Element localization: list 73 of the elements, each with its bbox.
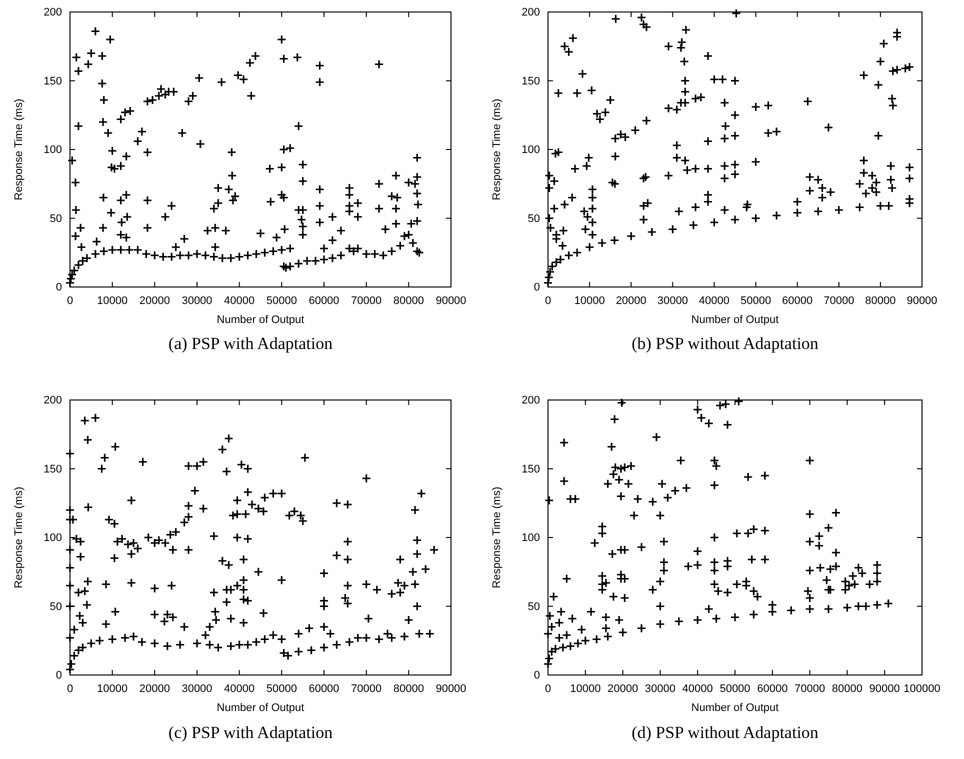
x-tick-label: 80000 [393, 294, 424, 307]
x-tick-label: 10000 [97, 294, 128, 307]
x-tick-label: 40000 [224, 294, 255, 307]
x-axis-title: Number of Output [691, 314, 779, 326]
x-tick-label: 0 [66, 294, 74, 307]
x-tick-label: 50000 [720, 682, 750, 695]
y-tick-label: 50 [50, 600, 62, 613]
x-tick-label: 60000 [308, 682, 340, 695]
x-tick-label: 90000 [436, 682, 466, 695]
x-tick-label: 40000 [224, 682, 255, 695]
text: (c) PSP with Adaptation [168, 723, 334, 742]
x-tick-label: 80000 [832, 682, 862, 695]
y-tick-label: 150 [44, 75, 62, 88]
x-tick-label: 10000 [97, 682, 128, 695]
x-tick-label: 70000 [351, 294, 382, 307]
x-tick-label: 60000 [308, 294, 340, 307]
x-tick-label: 20000 [139, 294, 170, 307]
y-tick-label: 100 [522, 144, 540, 156]
x-tick-label: 80000 [865, 294, 896, 307]
x-tick-label: 90000 [869, 682, 900, 695]
y-tick-label: 150 [522, 463, 540, 476]
y-tick-label: 0 [56, 282, 62, 294]
text: (d) PSP without Adaptation [632, 723, 819, 742]
x-tick-label: 30000 [657, 294, 688, 307]
y-tick-label: 200 [522, 6, 540, 19]
x-axis-title: Number of Output [691, 702, 779, 714]
y-tick-label: 200 [522, 394, 540, 407]
x-tick-label: 70000 [351, 682, 382, 695]
x-tick-label: 100000 [904, 682, 940, 695]
x-tick-label: 0 [544, 294, 552, 307]
x-tick-label: 10000 [570, 682, 601, 695]
x-axis-title: Number of Output [216, 702, 304, 714]
x-tick-label: 20000 [616, 294, 646, 307]
x-tick-label: 50000 [266, 682, 297, 695]
y-tick-label: 50 [528, 600, 540, 613]
y-tick-label: 100 [44, 532, 62, 544]
x-tick-label: 70000 [794, 682, 826, 695]
x-tick-label: 40000 [698, 294, 730, 307]
y-tick-label: 150 [44, 463, 62, 476]
y-tick-label: 100 [44, 144, 62, 156]
y-axis-title: Response Time (ms) [13, 98, 25, 200]
x-tick-label: 50000 [266, 294, 297, 307]
y-axis-title: Response Time (ms) [491, 98, 503, 200]
x-tick-label: 30000 [182, 294, 212, 307]
x-tick-label: 0 [544, 682, 552, 695]
y-tick-label: 150 [522, 75, 540, 88]
y-tick-label: 0 [56, 670, 62, 682]
y-axis-title: Response Time (ms) [491, 486, 503, 588]
y-tick-label: 0 [534, 670, 540, 682]
y-tick-label: 50 [528, 212, 540, 225]
x-tick-label: 10000 [574, 294, 605, 307]
y-tick-label: 100 [522, 532, 540, 544]
x-tick-label: 60000 [757, 682, 788, 695]
text: (a) PSP with Adaptation [168, 334, 334, 353]
x-tick-label: 70000 [824, 294, 854, 307]
x-tick-label: 0 [66, 682, 74, 695]
x-axis-title: Number of Output [216, 314, 304, 326]
x-tick-label: 90000 [906, 294, 938, 307]
x-tick-label: 80000 [393, 682, 424, 695]
x-tick-label: 90000 [436, 294, 466, 307]
y-tick-label: 200 [44, 394, 62, 407]
x-tick-label: 30000 [182, 682, 212, 695]
y-axis-title: Response Time (ms) [13, 486, 25, 588]
y-tick-label: 200 [44, 6, 62, 19]
x-tick-label: 20000 [608, 682, 638, 695]
y-tick-label: 50 [50, 212, 62, 225]
x-tick-label: 60000 [782, 294, 813, 307]
x-tick-label: 50000 [740, 294, 772, 307]
text: (b) PSP without Adaptation [632, 334, 819, 353]
x-tick-label: 20000 [139, 682, 170, 695]
x-tick-label: 30000 [644, 682, 676, 695]
x-tick-label: 40000 [682, 682, 713, 695]
y-tick-label: 0 [534, 282, 540, 294]
